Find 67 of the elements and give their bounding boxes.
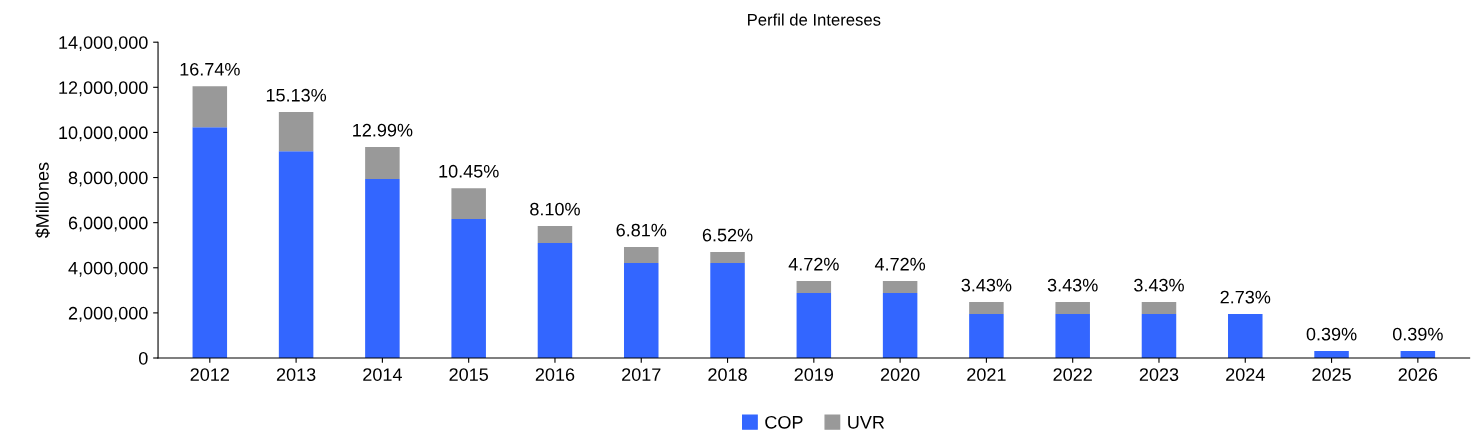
bar <box>969 314 1004 358</box>
y-tick-label: 8,000,000 <box>68 171 148 187</box>
bar <box>796 293 832 358</box>
x-tick-label: 2013 <box>276 368 316 381</box>
x-tick-label: 2018 <box>708 368 747 381</box>
legend-label: UVR <box>848 416 885 429</box>
bar <box>710 263 745 358</box>
bar <box>882 281 918 294</box>
bar <box>192 86 228 128</box>
bar <box>1055 302 1090 315</box>
y-axis-title: $Millones <box>35 162 50 239</box>
x-tick-label: 2026 <box>1398 368 1438 381</box>
chart-title: Perfil de Intereses <box>748 13 881 26</box>
y-tick-label: 12,000,000 <box>59 81 148 97</box>
annotation: 0.39% <box>1306 327 1357 341</box>
y-tick-label: 0 <box>138 351 148 365</box>
annotation: 15.13% <box>266 88 327 102</box>
annotation: 0.39% <box>1392 327 1443 341</box>
bar <box>278 112 314 152</box>
annotation: 3.43% <box>1134 278 1184 292</box>
bar <box>192 127 228 358</box>
x-tick-label: 2019 <box>794 368 834 381</box>
bar <box>710 251 745 264</box>
x-tick-label: 2016 <box>535 368 575 381</box>
x-tick-label: 2014 <box>363 368 402 381</box>
annotation: 3.43% <box>1047 278 1098 292</box>
x-tick-label: 2017 <box>622 368 661 381</box>
x-tick-label: 2015 <box>449 368 488 381</box>
bar <box>451 188 486 220</box>
bar <box>1141 302 1177 315</box>
annotation: 4.72% <box>874 257 926 271</box>
bar <box>1141 314 1177 358</box>
bar <box>969 302 1004 315</box>
annotation: 12.99% <box>353 123 413 137</box>
x-tick-label: 2020 <box>880 368 920 381</box>
y-tick-label: 6,000,000 <box>68 216 148 232</box>
bar <box>882 293 918 358</box>
y-tick-label: 4,000,000 <box>68 261 148 277</box>
y-tick-label: 10,000,000 <box>59 126 148 142</box>
bar <box>1055 314 1090 358</box>
annotation: 3.43% <box>961 278 1012 292</box>
bar <box>623 247 659 264</box>
annotation: 2.73% <box>1220 290 1271 304</box>
bar <box>365 147 400 180</box>
x-tick-label: 2025 <box>1312 368 1351 381</box>
y-tick-label: 2,000,000 <box>68 306 148 322</box>
annotation: 16.74% <box>180 62 240 76</box>
bar <box>278 151 314 358</box>
x-tick-label: 2021 <box>967 368 1006 381</box>
bar <box>537 242 573 358</box>
bar <box>623 263 659 358</box>
annotation: 10.45% <box>439 164 499 178</box>
bar <box>451 219 486 358</box>
legend-label: COP <box>765 415 803 429</box>
x-tick-label: 2012 <box>190 368 229 381</box>
annotation: 4.72% <box>788 257 839 271</box>
y-tick-label: 14,000,000 <box>59 36 148 52</box>
annotation: 6.81% <box>616 223 667 237</box>
annotation: 6.52% <box>702 228 753 242</box>
bar <box>1228 314 1263 358</box>
bar <box>537 226 573 243</box>
annotation: 8.10% <box>530 202 580 216</box>
bar <box>365 179 400 358</box>
x-tick-label: 2024 <box>1226 368 1265 381</box>
bar <box>796 281 832 294</box>
x-tick-label: 2022 <box>1053 368 1092 381</box>
x-tick-label: 2023 <box>1139 368 1179 381</box>
